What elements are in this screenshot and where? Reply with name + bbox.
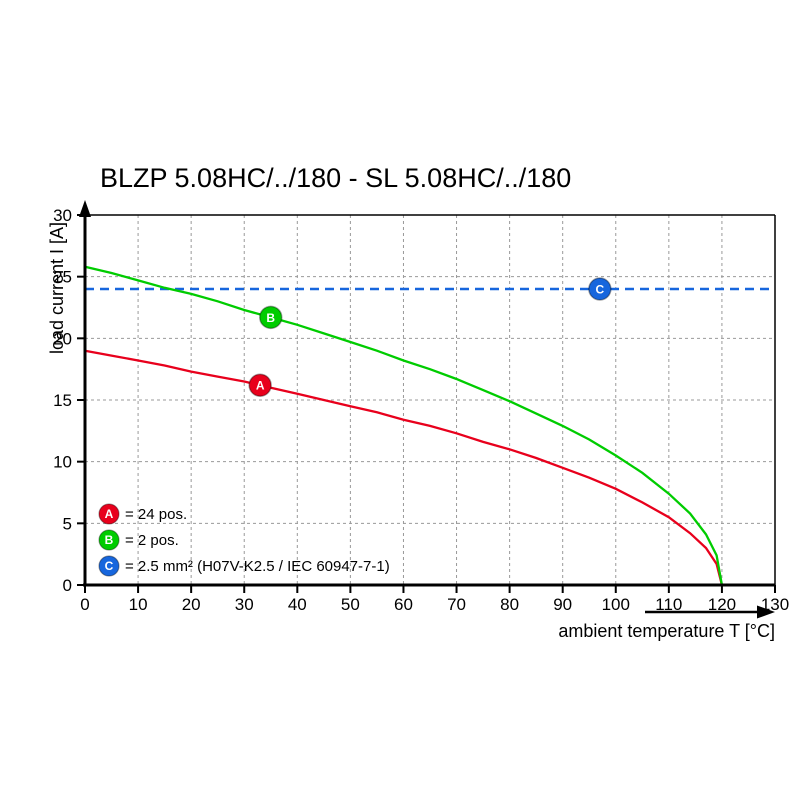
y-tick-label: 20 [53,329,72,348]
y-tick-label: 0 [63,576,72,595]
gridlines [85,215,775,585]
svg-text:A: A [256,379,265,393]
legend-label: = 2 pos. [125,532,179,549]
x-axis-arrow-icon [645,605,775,619]
x-axis-label: ambient temperature T [°C] [558,621,775,641]
legend-item-B: B = 2 pos. [98,529,179,551]
x-tick-label: 20 [182,595,201,614]
x-tick-label: 30 [235,595,254,614]
y-tick-label: 30 [53,206,72,225]
y-axis-label: load current I [A] [47,222,67,354]
y-tick-label: 25 [53,268,72,287]
x-tick-label: 130 [761,595,789,614]
x-tick-label: 110 [655,595,682,614]
legend-label: = 2.5 mm² (H07V-K2.5 / IEC 60947-7-1) [125,558,390,575]
svg-text:C: C [596,283,605,297]
y-ticks: 0 5 10 15 20 25 30 [53,206,85,595]
svg-text:B: B [266,311,275,325]
y-axis-arrow-icon [79,200,91,217]
x-tick-label: 70 [447,595,466,614]
chart-title: BLZP 5.08HC/../180 - SL 5.08HC/../180 [100,163,571,193]
svg-text:C: C [105,559,114,573]
x-tick-label: 40 [288,595,307,614]
marker-B: B [259,305,283,330]
legend-label: = 24 pos. [125,506,187,523]
y-tick-label: 10 [53,453,72,472]
svg-text:B: B [105,533,114,547]
curve-A [84,349,724,586]
curves [84,265,724,586]
x-tick-label: 50 [341,595,360,614]
y-tick-label: 5 [63,514,72,533]
x-tick-label: 10 [129,595,148,614]
x-tick-label: 120 [708,595,736,614]
x-ticks: 0 10 20 30 40 50 60 70 80 90 100 110 120 130 [80,585,789,614]
x-tick-label: 100 [602,595,630,614]
marker-C: C [588,277,612,301]
curve-B [84,265,724,586]
legend-item-A: A = 24 pos. [98,503,187,525]
curve-markers: A B C [248,277,612,397]
y-tick-label: 15 [53,391,72,410]
x-tick-label: 60 [394,595,413,614]
marker-A: A [248,373,272,397]
legend-item-C: C = 2.5 mm² (H07V-K2.5 / IEC 60947-7-1) [98,555,390,577]
svg-text:A: A [105,507,114,521]
x-tick-label: 0 [80,595,89,614]
x-tick-label: 90 [553,595,572,614]
legend: A = 24 pos. B = 2 pos. C = 2.5 mm² (H07V-K2.5… [98,503,390,577]
x-tick-label: 80 [500,595,519,614]
